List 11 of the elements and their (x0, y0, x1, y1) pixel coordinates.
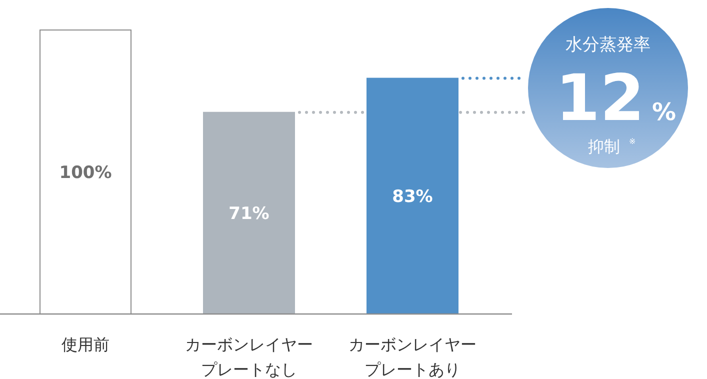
text: 水分蒸発率 (566, 35, 650, 55)
x-tick-label: 使用前 (60, 334, 110, 356)
text: 12 (555, 62, 645, 136)
x-tick-label: カーボンレイヤープレートなし (184, 334, 314, 379)
data-label: 71% (228, 204, 270, 224)
x-tick-label: カーボンレイヤープレートあり (348, 334, 478, 379)
data-label: 100% (59, 163, 112, 183)
text: % (652, 98, 676, 126)
data-label: 83% (392, 187, 433, 208)
text: 抑制 (588, 137, 620, 156)
text: ※ (629, 137, 636, 146)
